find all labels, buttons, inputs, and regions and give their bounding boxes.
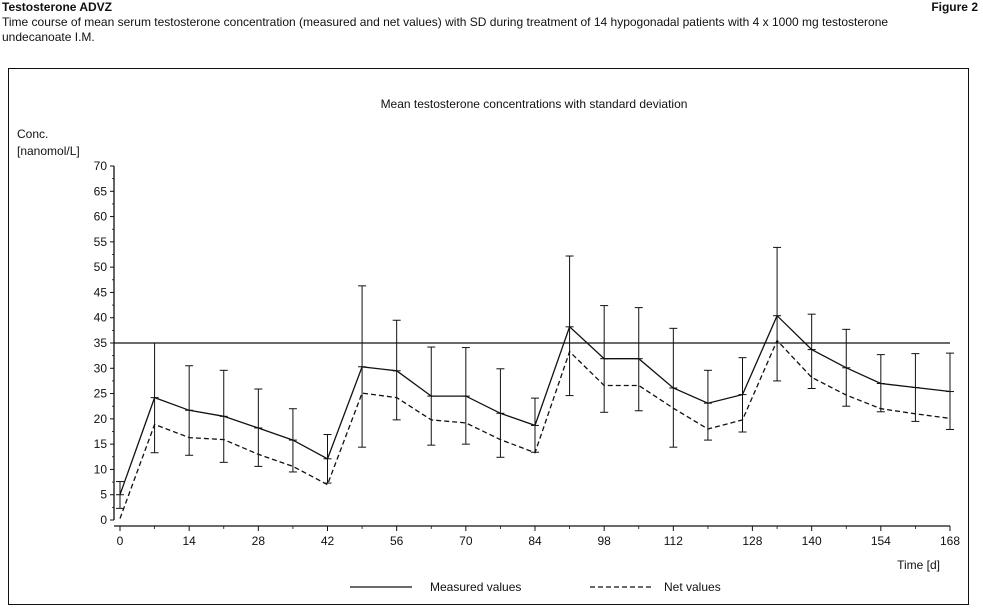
chart-title: Mean testosterone concentrations with st… bbox=[381, 97, 688, 111]
x-axis-label: Time [d] bbox=[897, 558, 940, 572]
series-line-measured bbox=[119, 314, 951, 495]
x-tick-label: 168 bbox=[940, 534, 960, 548]
x-tick-label: 84 bbox=[528, 534, 542, 548]
x-tick-label: 154 bbox=[871, 534, 891, 548]
x-tick-label: 140 bbox=[802, 534, 822, 548]
x-tick-label: 70 bbox=[459, 534, 473, 548]
y-tick-label: 40 bbox=[94, 311, 108, 325]
x-tick-label: 28 bbox=[252, 534, 266, 548]
figure-caption: Time course of mean serum testosterone c… bbox=[2, 15, 889, 44]
x-tick-label: 112 bbox=[664, 534, 683, 548]
y-tick-label: 45 bbox=[94, 285, 108, 299]
y-axis-label-line1: Conc. bbox=[17, 127, 48, 141]
y-tick-label: 0 bbox=[100, 513, 107, 527]
x-tick-label: 128 bbox=[742, 534, 762, 548]
y-tick-label: 5 bbox=[100, 488, 107, 502]
y-tick-label: 50 bbox=[94, 260, 108, 274]
y-tick-label: 15 bbox=[94, 437, 108, 451]
y-tick-label: 10 bbox=[94, 462, 108, 476]
chart-frame bbox=[8, 68, 969, 605]
y-tick-label: 55 bbox=[94, 235, 108, 249]
x-tick-label: 56 bbox=[390, 534, 404, 548]
y-tick-label: 60 bbox=[94, 210, 108, 224]
y-tick-label: 30 bbox=[94, 361, 108, 375]
x-tick-label: 98 bbox=[597, 534, 611, 548]
legend-net-label: Net values bbox=[664, 580, 721, 594]
y-tick-label: 25 bbox=[94, 387, 108, 401]
document-title: Testosterone ADVZ bbox=[2, 0, 113, 14]
y-tick-label: 70 bbox=[94, 159, 108, 173]
y-tick-label: 65 bbox=[94, 184, 108, 198]
y-axis-label-line2: [nanomol/L] bbox=[17, 144, 80, 158]
legend-measured-label: Measured values bbox=[430, 580, 521, 594]
x-tick-label: 0 bbox=[117, 534, 124, 548]
x-tick-label: 42 bbox=[321, 534, 335, 548]
series-line-net bbox=[119, 339, 951, 519]
plot-area: 0 5 10 15 20 25 30 35 40 45 50 55 60 65 70 0 14 28 42 56 70 8… bbox=[94, 159, 961, 548]
x-tick-label: 14 bbox=[182, 534, 196, 548]
y-tick-label: 20 bbox=[94, 412, 108, 426]
y-tick-label: 35 bbox=[94, 336, 108, 350]
figure-label: Figure 2 bbox=[931, 0, 978, 14]
